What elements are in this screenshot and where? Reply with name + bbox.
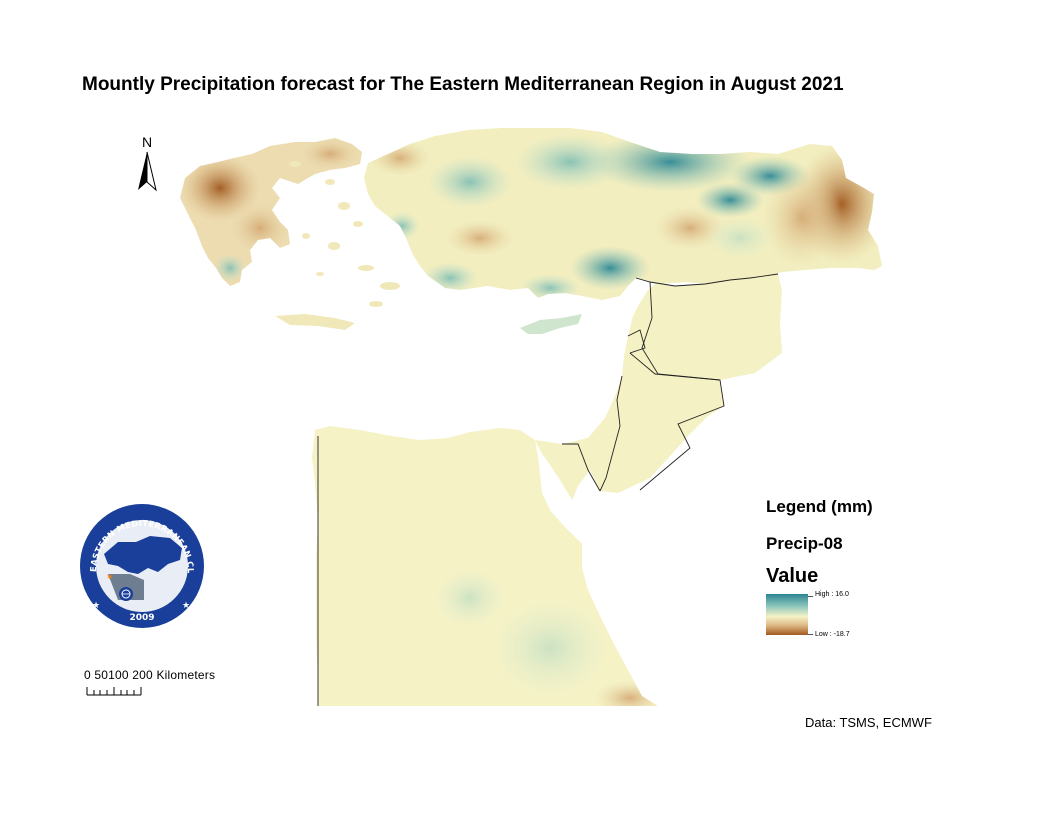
svg-text:★: ★	[182, 601, 190, 611]
svg-text:✶: ✶	[106, 573, 114, 583]
scale-bar	[86, 687, 142, 696]
precipitation-map	[180, 128, 882, 706]
greece-shading	[180, 138, 360, 282]
svg-text:★: ★	[92, 601, 100, 611]
legend-low-tick	[808, 634, 813, 635]
legend-low-label: Low : -18.7	[815, 631, 850, 638]
islands	[275, 161, 582, 334]
legend-layer-name: Precip-08	[766, 534, 843, 553]
legend-field-name: Value	[766, 565, 819, 587]
data-source-credit: Data: TSMS, ECMWF	[805, 715, 932, 730]
logo-year: 2009	[129, 613, 154, 623]
north-arrow-icon	[138, 151, 157, 192]
country-borders	[317, 273, 779, 706]
north-label: N	[142, 134, 153, 150]
scale-bar-label: 0 50100 200 Kilometers	[84, 668, 216, 682]
legend-heading: Legend (mm)	[766, 497, 873, 516]
legend-high-tick	[808, 596, 813, 597]
map-title: Mountly Precipitation forecast for The E…	[82, 74, 844, 95]
legend-color-ramp	[766, 594, 808, 635]
turkey-shading	[370, 132, 882, 300]
emcc-logo: ✶ EASTERN MEDITERRANEAN CLIMATE CENTRE ★…	[78, 502, 204, 628]
levant-region	[535, 274, 782, 500]
legend-high-label: High : 16.0	[815, 591, 849, 598]
wmo-emblem-icon	[121, 589, 131, 599]
